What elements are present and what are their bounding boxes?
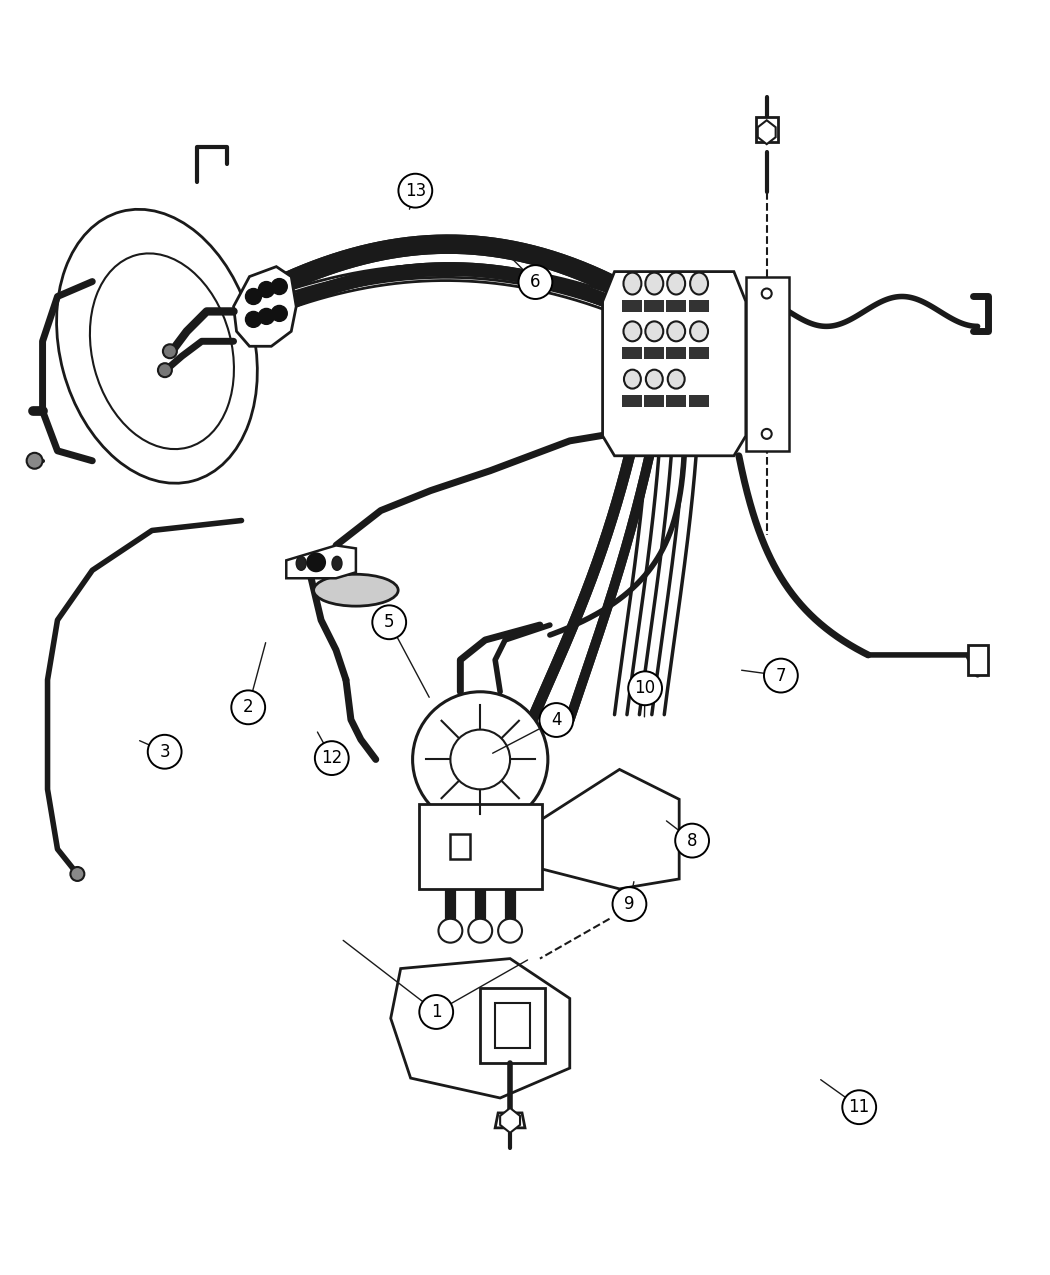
Text: 11: 11 [848,1098,869,1116]
Polygon shape [287,546,356,579]
Polygon shape [450,834,470,859]
Circle shape [519,265,552,298]
Polygon shape [496,1003,530,1048]
Circle shape [540,703,573,737]
Circle shape [70,867,84,881]
Text: 9: 9 [624,895,634,913]
Polygon shape [603,272,746,455]
Polygon shape [542,769,679,889]
Circle shape [761,428,772,439]
Bar [667,395,686,407]
Polygon shape [500,1108,520,1132]
Bar [645,395,665,407]
Text: 2: 2 [243,699,253,717]
Bar [623,395,643,407]
Circle shape [231,690,266,724]
Ellipse shape [624,273,642,295]
Circle shape [246,311,261,328]
Circle shape [158,363,172,377]
Circle shape [761,288,772,298]
Circle shape [148,734,182,769]
Bar [645,301,665,312]
Ellipse shape [624,321,642,342]
Ellipse shape [690,321,708,342]
Bar [623,347,643,360]
Ellipse shape [296,556,307,570]
Bar [645,347,665,360]
Circle shape [450,729,510,789]
Circle shape [764,659,798,692]
Bar [689,301,709,312]
Text: 13: 13 [404,181,426,200]
Circle shape [271,306,288,321]
Circle shape [675,824,709,858]
Ellipse shape [646,321,664,342]
Circle shape [26,453,43,469]
Ellipse shape [667,321,686,342]
Circle shape [246,288,261,305]
Ellipse shape [332,556,342,570]
Text: 3: 3 [160,743,170,761]
Ellipse shape [314,574,398,606]
Circle shape [398,173,433,208]
Ellipse shape [646,370,663,389]
Polygon shape [496,1113,525,1128]
Circle shape [498,919,522,942]
Bar [623,301,643,312]
Ellipse shape [668,370,685,389]
Circle shape [628,672,662,705]
Text: 7: 7 [776,667,786,685]
Ellipse shape [90,254,234,449]
Text: 1: 1 [430,1003,442,1021]
Polygon shape [756,117,778,143]
Polygon shape [968,645,988,674]
Bar [667,301,686,312]
Polygon shape [758,120,776,144]
Polygon shape [746,277,789,451]
Circle shape [842,1090,876,1125]
Polygon shape [480,988,545,1063]
Circle shape [258,282,274,297]
Polygon shape [233,266,296,347]
Bar [667,347,686,360]
Circle shape [307,552,327,572]
Bar [689,347,709,360]
Text: 10: 10 [634,680,655,697]
Ellipse shape [314,556,324,570]
Text: 6: 6 [530,273,541,291]
Text: 5: 5 [384,613,395,631]
Ellipse shape [624,370,640,389]
Text: 8: 8 [687,831,697,849]
Ellipse shape [667,273,686,295]
Polygon shape [391,959,570,1098]
Circle shape [468,919,492,942]
Circle shape [612,887,647,921]
Circle shape [439,919,462,942]
Circle shape [258,309,274,324]
Circle shape [315,741,349,775]
Text: 4: 4 [551,711,562,729]
Ellipse shape [690,273,708,295]
Ellipse shape [57,209,257,483]
Circle shape [163,344,176,358]
Polygon shape [419,805,542,889]
Circle shape [419,994,454,1029]
Ellipse shape [646,273,664,295]
Bar [689,395,709,407]
Circle shape [373,606,406,639]
Circle shape [413,692,548,827]
Circle shape [271,278,288,295]
Text: 12: 12 [321,750,342,768]
